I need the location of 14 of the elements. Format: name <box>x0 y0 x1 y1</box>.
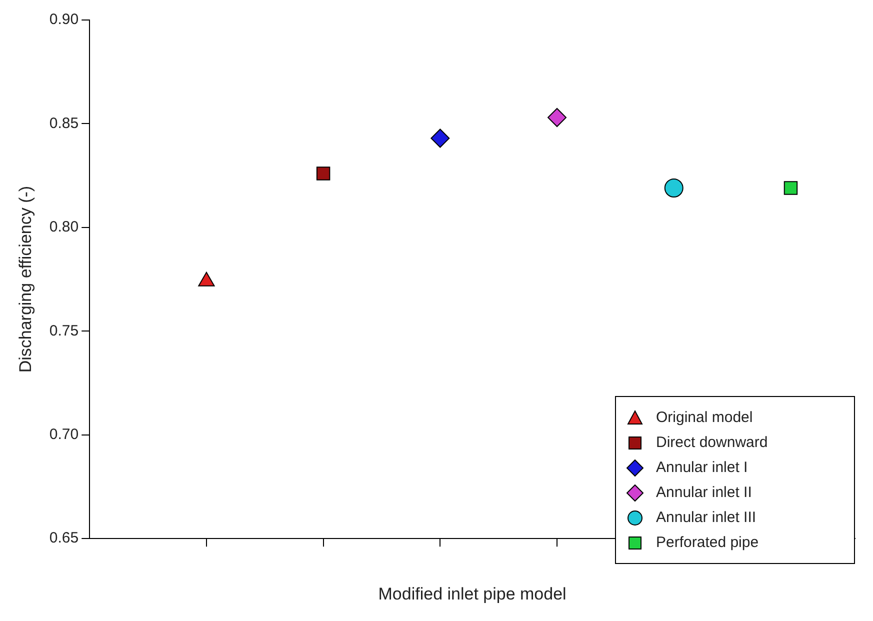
y-tick-label: 0.90 <box>49 11 79 28</box>
y-axis-title: Discharging efficiency (-) <box>16 186 35 373</box>
y-tick-label: 0.65 <box>49 530 79 547</box>
legend-label: Annular inlet III <box>656 509 756 526</box>
legend-label: Annular inlet II <box>656 484 752 501</box>
legend-label: Perforated pipe <box>656 534 759 551</box>
legend-label: Annular inlet I <box>656 459 748 476</box>
legend-label: Original model <box>656 409 753 426</box>
y-tick-label: 0.75 <box>49 322 79 340</box>
y-tick-label: 0.85 <box>49 114 79 132</box>
legend-label: Direct downward <box>656 434 768 451</box>
x-axis-title: Modified inlet pipe model <box>378 584 566 604</box>
y-tick-label: 0.70 <box>49 426 79 444</box>
y-tick-label: 0.80 <box>49 218 79 236</box>
